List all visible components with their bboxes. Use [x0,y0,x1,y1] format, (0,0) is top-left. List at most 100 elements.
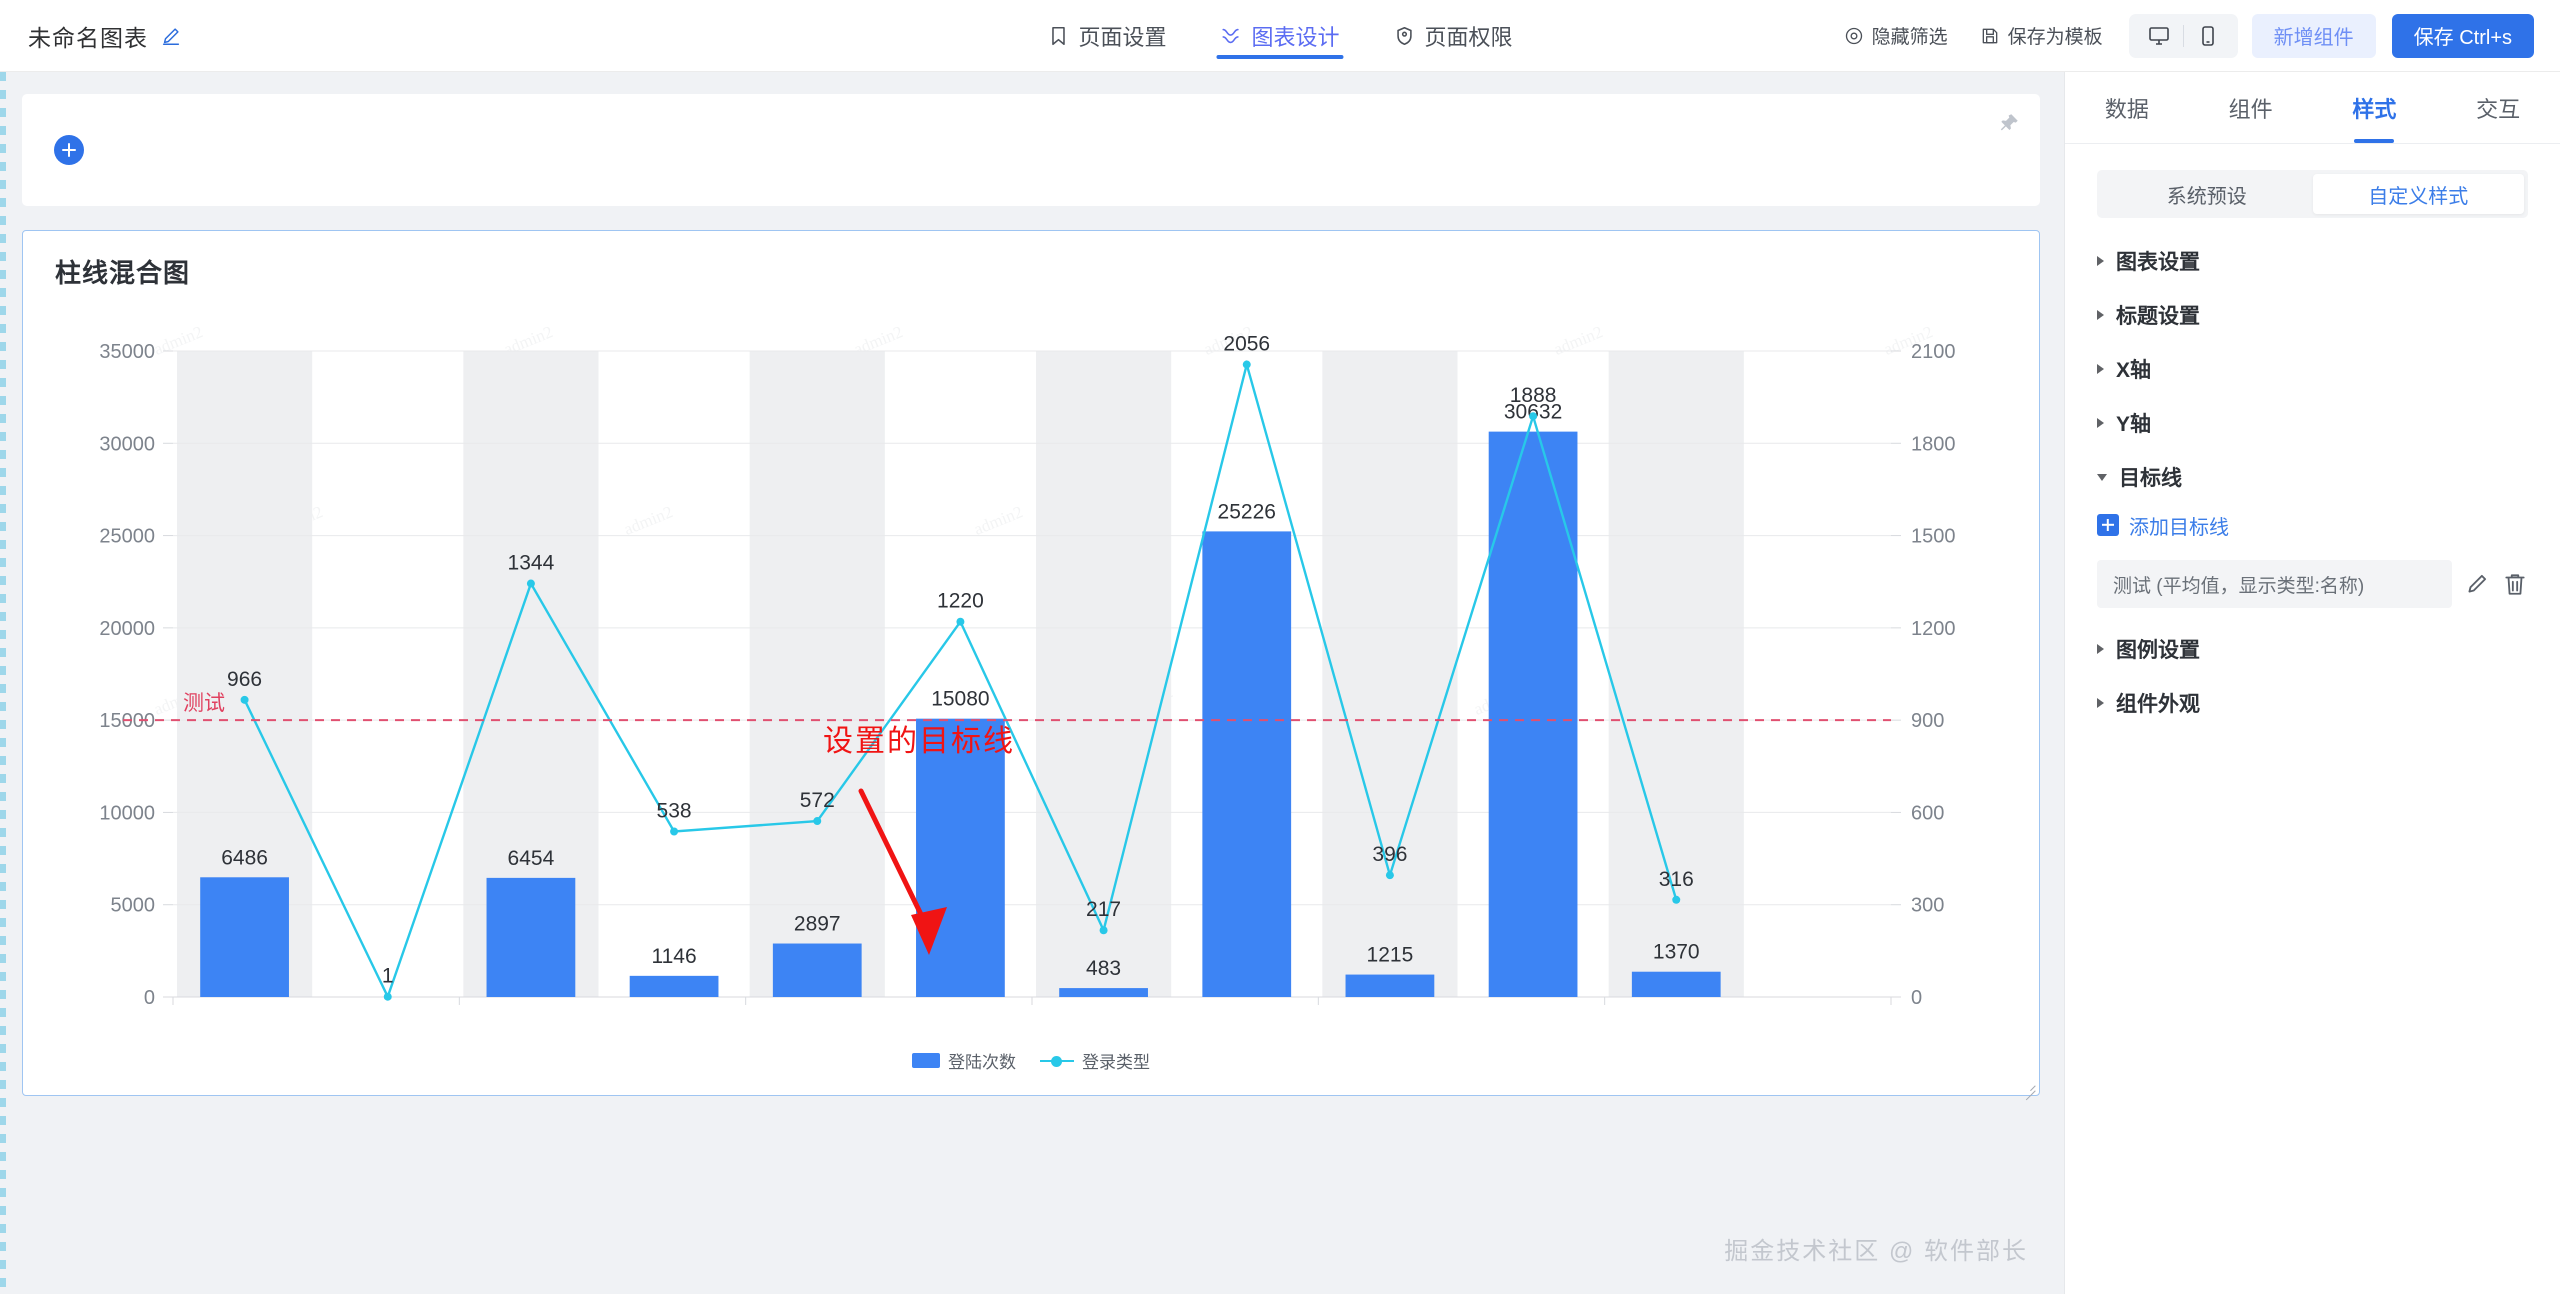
filter-panel [22,94,2040,206]
floppy-icon [1980,26,2000,46]
chart-legend: 登陆次数 登录类型 [912,1048,1150,1073]
bookmark-icon [1047,25,1069,47]
mixed-bar-line-chart[interactable]: 0500010000150002000025000300003500003006… [23,231,2041,1097]
section-legend-settings-label: 图例设置 [2116,639,2200,662]
hide-filter-label: 隐藏筛选 [1871,27,1948,48]
pin-icon[interactable] [1998,112,2020,134]
target-line-row: 测试 (平均值，显示类型:名称) [2097,560,2528,608]
save-button[interactable]: 保存 Ctrl+s [2391,13,2534,58]
device-separator [2182,24,2184,47]
legend-line-swatch [1040,1055,1074,1067]
hide-filter-button[interactable]: 隐藏筛选 [1828,15,1964,57]
svg-text:316: 316 [1659,868,1694,891]
legend-item-bar[interactable]: 登陆次数 [912,1048,1016,1073]
section-component-appearance[interactable]: 组件外观 [2065,676,2560,730]
svg-text:396: 396 [1372,843,1407,866]
svg-text:1370: 1370 [1653,941,1700,964]
svg-text:20000: 20000 [99,618,155,640]
legend-line-label: 登录类型 [1082,1053,1150,1072]
section-y-axis[interactable]: Y轴 [2065,396,2560,450]
tab-page-permission[interactable]: 页面权限 [1390,0,1517,72]
svg-text:966: 966 [227,668,262,691]
chart-design-icon [1220,25,1242,47]
section-x-axis[interactable]: X轴 [2065,342,2560,396]
top-right-actions: 隐藏筛选 保存为模板 新增组件 保存 Ctrl+s [1828,13,2560,58]
section-title-settings-label: 标题设置 [2116,305,2200,328]
svg-text:6486: 6486 [221,846,268,869]
tab-chart-design-label: 图表设计 [1251,24,1340,50]
chevron-right-icon [2097,644,2104,654]
save-as-template-button[interactable]: 保存为模板 [1964,15,2119,57]
chart-card-title: 柱线混合图 [55,258,191,288]
target-line-item-label[interactable]: 测试 (平均值，显示类型:名称) [2097,560,2452,608]
tab-chart-design[interactable]: 图表设计 [1216,0,1344,72]
add-target-line-label: 添加目标线 [2129,516,2229,539]
section-chart-settings[interactable]: 图表设置 [2065,234,2560,288]
svg-text:25000: 25000 [99,526,155,548]
chevron-right-icon [2097,364,2104,374]
chevron-right-icon [2097,698,2104,708]
style-sidebar: 数据 组件 样式 交互 系统预设 自定义样式 图表设置 标题设置 X轴 Y轴 目… [2064,72,2560,1294]
pencil-icon[interactable] [160,25,182,47]
design-canvas: 柱线混合图 admin2 admin2 admin2 admin2 admin2… [0,72,2064,1294]
svg-text:1146: 1146 [651,945,696,968]
section-chart-settings-label: 图表设置 [2116,251,2200,274]
chevron-right-icon [2097,418,2104,428]
center-tabs: 页面设置 图表设计 页面权限 [1043,0,1516,72]
svg-text:15080: 15080 [931,688,989,711]
pencil-icon[interactable] [2464,571,2490,597]
svg-text:572: 572 [800,789,835,812]
sidebar-tab-component[interactable]: 组件 [2228,96,2273,122]
svg-text:5000: 5000 [111,895,156,917]
chart-card[interactable]: 柱线混合图 admin2 admin2 admin2 admin2 admin2… [22,230,2040,1096]
section-title-settings[interactable]: 标题设置 [2065,288,2560,342]
svg-text:1500: 1500 [1911,526,1956,548]
top-toolbar: 未命名图表 页面设置 图表设计 [0,0,2560,72]
tab-page-settings-label: 页面设置 [1078,24,1167,50]
legend-item-line[interactable]: 登录类型 [1040,1048,1150,1073]
style-mode-segmented: 系统预设 自定义样式 [2097,170,2528,218]
save-as-template-label: 保存为模板 [2007,27,2103,48]
sidebar-tab-interaction[interactable]: 交互 [2476,96,2521,122]
device-switcher [2128,13,2238,58]
monitor-icon[interactable] [2135,14,2183,58]
svg-text:1344: 1344 [508,552,555,575]
svg-text:0: 0 [1911,987,1922,1009]
section-target-line[interactable]: 目标线 [2065,450,2560,504]
section-legend-settings[interactable]: 图例设置 [2065,622,2560,676]
svg-text:600: 600 [1911,802,1944,824]
svg-text:2897: 2897 [794,913,841,936]
resize-handle[interactable] [2023,1079,2036,1092]
svg-text:25226: 25226 [1218,500,1276,523]
plus-circle-icon[interactable] [54,135,84,165]
chevron-right-icon [2097,256,2104,266]
sidebar-tab-style[interactable]: 样式 [2313,72,2437,143]
svg-text:10000: 10000 [99,802,155,824]
trash-icon[interactable] [2502,571,2528,597]
svg-text:测试: 测试 [183,692,225,715]
svg-text:300: 300 [1911,895,1944,917]
segment-system-preset[interactable]: 系统预设 [2166,185,2247,208]
svg-text:538: 538 [657,800,692,823]
sidebar-tab-data[interactable]: 数据 [2104,96,2149,122]
svg-text:1215: 1215 [1367,944,1414,967]
tab-page-settings[interactable]: 页面设置 [1043,0,1170,72]
section-y-axis-label: Y轴 [2116,413,2152,436]
section-x-axis-label: X轴 [2116,359,2152,382]
add-target-line-button[interactable]: 添加目标线 [2065,504,2560,546]
svg-text:483: 483 [1086,957,1121,980]
svg-text:2056: 2056 [1223,333,1270,356]
svg-text:2100: 2100 [1911,341,1956,363]
section-component-appearance-label: 组件外观 [2116,693,2200,716]
sidebar-tabs: 数据 组件 样式 交互 [2065,72,2560,144]
segment-custom-style[interactable]: 自定义样式 [2312,174,2524,214]
chevron-right-icon [2097,310,2104,320]
add-component-button[interactable]: 新增组件 [2251,13,2376,58]
left-edge-ruler [0,72,6,1294]
svg-text:6454: 6454 [508,847,555,870]
page-title: 未命名图表 [28,24,148,51]
legend-bar-swatch [912,1053,940,1068]
phone-icon[interactable] [2184,14,2232,58]
plus-square-icon [2097,514,2119,536]
svg-text:1888: 1888 [1510,384,1557,407]
